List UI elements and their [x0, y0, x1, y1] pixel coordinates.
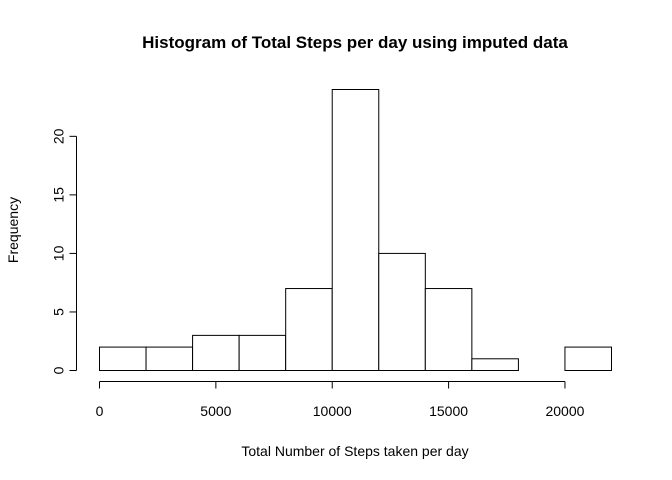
x-tick-label: 5000 [200, 403, 231, 419]
histogram-bar-5 [331, 89, 380, 371]
y-axis: 0 5 10 15 20 [51, 128, 77, 374]
x-axis-label: Total Number of Steps taken per day [241, 443, 468, 459]
histogram-bar-3 [238, 334, 287, 371]
histogram-bar-1 [145, 346, 194, 372]
x-tick-label: 10000 [313, 403, 352, 419]
y-tick-label: 0 [51, 366, 67, 374]
histogram-bar-8 [471, 358, 519, 371]
bars-group [99, 89, 612, 372]
histogram-bar-10 [564, 346, 612, 372]
x-tick-label: 15000 [429, 403, 468, 419]
y-axis-label: Frequency [5, 197, 21, 263]
y-tick-label: 10 [51, 245, 67, 261]
y-tick-label: 5 [51, 308, 67, 316]
histogram-bar-7 [424, 288, 473, 371]
x-tick-label: 20000 [545, 403, 584, 419]
x-axis: 0 5000 10000 15000 20000 [96, 381, 585, 419]
histogram-bar-0 [99, 346, 147, 372]
chart-title: Histogram of Total Steps per day using i… [142, 33, 568, 52]
histogram-bar-2 [192, 334, 240, 371]
y-tick-label: 15 [51, 187, 67, 203]
histogram-bar-4 [285, 288, 333, 371]
x-tick-label: 0 [96, 403, 104, 419]
y-tick-label: 20 [51, 128, 67, 144]
histogram-bar-6 [378, 252, 426, 372]
